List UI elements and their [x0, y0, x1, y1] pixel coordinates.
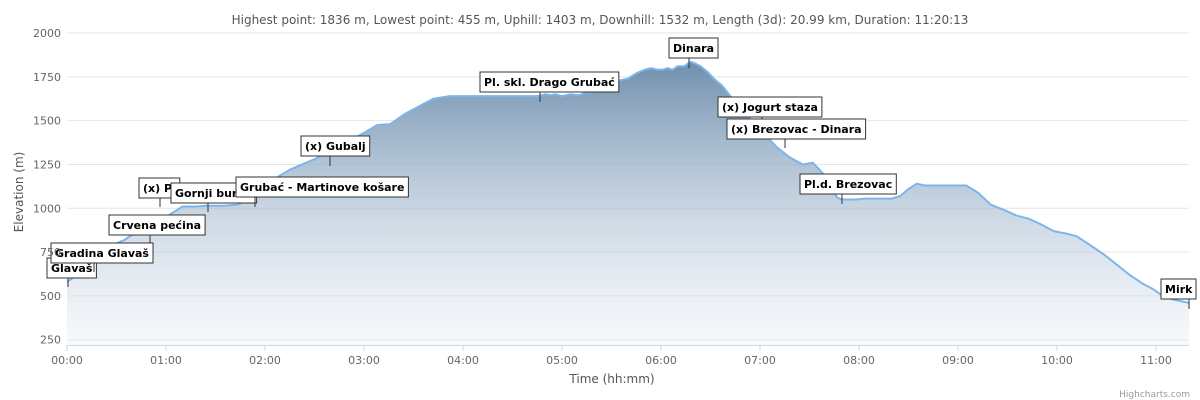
y-tick-label: 500 — [40, 290, 61, 303]
series-area-fill — [67, 61, 1189, 345]
x-tick-label: 08:00 — [843, 354, 875, 367]
x-axis: 00:00 01:00 02:00 03:00 04:00 05:00 06:00 07:00… — [51, 345, 1189, 367]
annotation-text: Glavaš — [51, 262, 93, 275]
annotation-text: Gornji bunar — [175, 187, 253, 200]
x-tick-label: 06:00 — [645, 354, 677, 367]
x-tick-label: 03:00 — [348, 354, 380, 367]
annotation-box — [668, 37, 719, 59]
annotation-box — [1160, 278, 1197, 300]
y-tick-label: 1250 — [33, 158, 61, 171]
annotation-label[interactable]: Mirk — [1160, 278, 1197, 309]
series-area — [66, 60, 1190, 345]
y-tick-label: 1750 — [33, 71, 61, 84]
annotation-box — [726, 118, 867, 140]
annotation-label[interactable]: Crvena pećina — [108, 214, 206, 243]
x-tick-label: 02:00 — [249, 354, 281, 367]
annotation-text: Dinara — [673, 42, 714, 55]
y-axis: 250 500 750 1000 1250 1500 1750 2000 — [33, 27, 61, 347]
annotation-box — [717, 96, 823, 118]
annotation-label[interactable]: (x) Gubalj — [300, 135, 371, 166]
annotation-text: Pl. skl. Drago Grubać — [484, 76, 615, 89]
annotation-label[interactable]: Gornji bunar — [170, 182, 258, 212]
credits-link[interactable]: Highcharts.com — [1119, 390, 1190, 400]
y-tick-label: 1000 — [33, 202, 61, 215]
annotation-text: (x) Pl — [143, 182, 176, 195]
x-tick-label: 05:00 — [546, 354, 578, 367]
y-axis-title: Elevation (m) — [12, 152, 26, 233]
x-tick-label: 01:00 — [150, 354, 182, 367]
annotation-text: Gradina Glavaš — [55, 247, 149, 260]
x-tick-label: 10:00 — [1041, 354, 1073, 367]
annotation-label[interactable]: Grubać - Martinove košare — [235, 176, 409, 207]
annotation-box — [479, 71, 620, 93]
x-tick-label: 07:00 — [744, 354, 776, 367]
annotation-box — [108, 214, 206, 236]
y-tick-label: 750 — [40, 246, 61, 259]
annotation-label[interactable]: (x) Jogurt staza — [717, 96, 823, 125]
annotation-label[interactable]: Pl.d. Brezovac — [799, 173, 897, 204]
x-tick-label: 11:00 — [1140, 354, 1172, 367]
y-tick-label: 1500 — [33, 115, 61, 128]
y-tick-label: 2000 — [33, 27, 61, 40]
chart-title: Highest point: 1836 m, Lowest point: 455… — [232, 13, 969, 27]
x-tick-label: 00:00 — [51, 354, 83, 367]
annotation-box — [799, 173, 897, 195]
series-line[interactable] — [66, 60, 1190, 304]
annotation-label[interactable]: (x) Brezovac - Dinara — [726, 118, 867, 148]
annotation-label[interactable]: Pl. skl. Drago Grubać — [479, 71, 620, 102]
x-tick-label: 04:00 — [447, 354, 479, 367]
annotation-label[interactable]: Gradina Glavaš — [50, 242, 154, 272]
annotation-box — [50, 242, 154, 264]
annotation-text: (x) Gubalj — [305, 140, 366, 153]
annotation-box — [300, 135, 371, 157]
annotation-label[interactable]: Dinara — [668, 37, 719, 68]
annotation-text: (x) Brezovac - Dinara — [731, 123, 862, 136]
annotation-text: Mirk — [1165, 283, 1193, 296]
annotation-text: Crvena pećina — [113, 219, 201, 232]
x-tick-label: 09:00 — [942, 354, 974, 367]
annotation-text: Pl.d. Brezovac — [804, 178, 892, 191]
y-tick-label: 250 — [40, 334, 61, 347]
x-axis-title: Time (hh:mm) — [568, 372, 654, 386]
annotation-text: Grubać - Martinove košare — [240, 181, 404, 194]
annotation-box — [235, 176, 409, 198]
annotation-text: (x) Jogurt staza — [722, 101, 818, 114]
